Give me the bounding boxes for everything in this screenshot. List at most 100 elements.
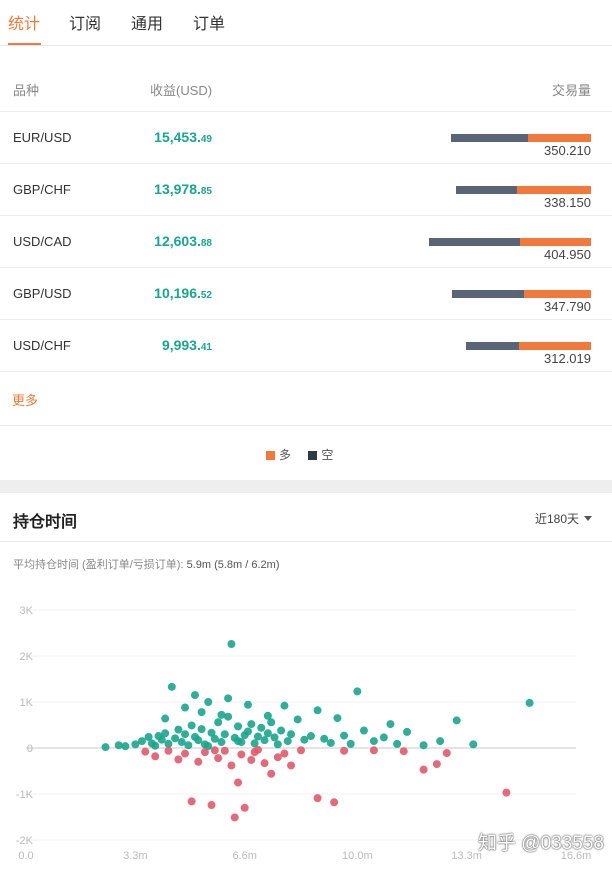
- data-point: [340, 731, 349, 740]
- table-row[interactable]: USD/CAD 12,603.88 404.950: [0, 216, 612, 268]
- volume-cell: 347.790: [544, 299, 591, 314]
- profit-cell: 12,603.88: [154, 233, 212, 249]
- tab-statistics[interactable]: 统计: [8, 16, 41, 33]
- short-volume-bar: [455, 186, 517, 194]
- data-point: [220, 730, 229, 739]
- data-point: [369, 737, 378, 746]
- table-row[interactable]: EUR/USD 15,453.49 350.210: [0, 112, 612, 164]
- data-point: [313, 794, 322, 803]
- data-point: [227, 640, 236, 649]
- data-point: [167, 682, 176, 691]
- symbol-cell: USD/CAD: [13, 234, 72, 249]
- data-point: [267, 718, 276, 727]
- y-tick-label: 1K: [20, 697, 34, 709]
- table-row[interactable]: GBP/USD 10,196.52 347.790: [0, 268, 612, 320]
- data-point: [320, 734, 329, 743]
- data-point: [114, 741, 123, 750]
- data-point: [131, 740, 140, 749]
- data-point: [207, 801, 216, 810]
- y-tick-label: 3K: [20, 605, 34, 617]
- data-point: [194, 757, 203, 766]
- volume-cell: 404.950: [544, 247, 591, 262]
- data-point: [432, 760, 441, 769]
- profit-cell: 9,993.41: [161, 337, 212, 353]
- data-point: [243, 727, 252, 736]
- data-point: [287, 730, 296, 739]
- data-point: [260, 736, 269, 745]
- data-point: [369, 746, 378, 755]
- data-point: [330, 798, 339, 807]
- long-volume-bar: [527, 134, 591, 142]
- long-volume-bar: [516, 186, 591, 194]
- x-tick-label: 6.6m: [232, 850, 256, 862]
- data-point: [194, 736, 203, 745]
- data-point: [287, 761, 296, 770]
- table-header: 品种 收益(USD) 交易量: [0, 60, 612, 112]
- data-point: [214, 718, 223, 727]
- symbol-cell: GBP/USD: [13, 286, 72, 301]
- x-tick-label: 10.0m: [342, 850, 373, 862]
- section-title: 持仓时间: [13, 514, 78, 531]
- data-point: [247, 720, 256, 729]
- data-point: [273, 753, 282, 762]
- data-point: [333, 714, 342, 723]
- tab-subscribe[interactable]: 订阅: [69, 16, 102, 33]
- header-symbol: 品种: [13, 83, 40, 98]
- x-tick-label: 13.3m: [451, 850, 482, 862]
- data-point: [250, 748, 259, 757]
- legend-short: 空: [308, 446, 333, 463]
- data-point: [263, 729, 272, 738]
- data-point: [217, 738, 226, 747]
- more-link[interactable]: 更多: [12, 393, 39, 408]
- period-dropdown[interactable]: 近180天: [535, 510, 592, 527]
- data-point: [403, 727, 412, 736]
- data-point: [277, 726, 286, 735]
- data-point: [227, 761, 236, 770]
- data-point: [217, 710, 226, 719]
- data-point: [161, 714, 170, 723]
- volume-cell: 338.150: [544, 195, 591, 210]
- data-point: [151, 741, 160, 750]
- data-point: [452, 716, 461, 725]
- table-row[interactable]: GBP/CHF 13,978.85 338.150: [0, 164, 612, 216]
- short-volume-bar: [429, 238, 520, 246]
- average-holding-time: 平均持仓时间 (盈利订单/亏损订单): 5.9m (5.8m / 6.2m): [13, 559, 280, 571]
- data-point: [230, 813, 239, 822]
- divider: [0, 541, 612, 542]
- data-point: [137, 737, 146, 746]
- data-point: [164, 739, 173, 748]
- short-volume-bar: [451, 290, 525, 298]
- tab-orders[interactable]: 订单: [193, 16, 226, 33]
- data-point: [270, 733, 279, 742]
- data-point: [184, 741, 193, 750]
- data-point: [101, 743, 110, 752]
- data-point: [250, 739, 259, 748]
- data-point: [502, 788, 511, 797]
- y-tick-label: -2K: [16, 835, 34, 847]
- data-point: [283, 737, 292, 746]
- x-tick-label: 3.3m: [123, 850, 147, 862]
- header-profit: 收益(USD): [150, 83, 213, 98]
- data-point: [300, 735, 309, 744]
- data-point: [220, 746, 229, 755]
- data-point: [151, 752, 160, 761]
- section-gap: [0, 480, 612, 493]
- data-point: [442, 749, 451, 758]
- long-volume-bar: [519, 238, 591, 246]
- data-point: [393, 739, 402, 748]
- tab-general[interactable]: 通用: [131, 16, 164, 33]
- data-point: [326, 738, 335, 747]
- volume-legend: 多 空: [266, 446, 347, 463]
- data-point: [174, 725, 183, 734]
- data-point: [200, 748, 209, 757]
- data-point: [234, 778, 243, 787]
- data-point: [157, 735, 166, 744]
- table-row[interactable]: USD/CHF 9,993.41 312.019: [0, 320, 612, 372]
- holding-time-scatter-chart: 3K 2K 1K 0 -1K -2K 0.0 3.3m 6.6m 10.0m 13.3m 16.6m: [16, 605, 591, 862]
- data-point: [280, 749, 289, 758]
- data-point: [253, 732, 262, 741]
- data-point: [293, 715, 302, 724]
- data-point: [419, 765, 428, 774]
- data-point: [181, 703, 190, 712]
- data-point: [353, 687, 362, 696]
